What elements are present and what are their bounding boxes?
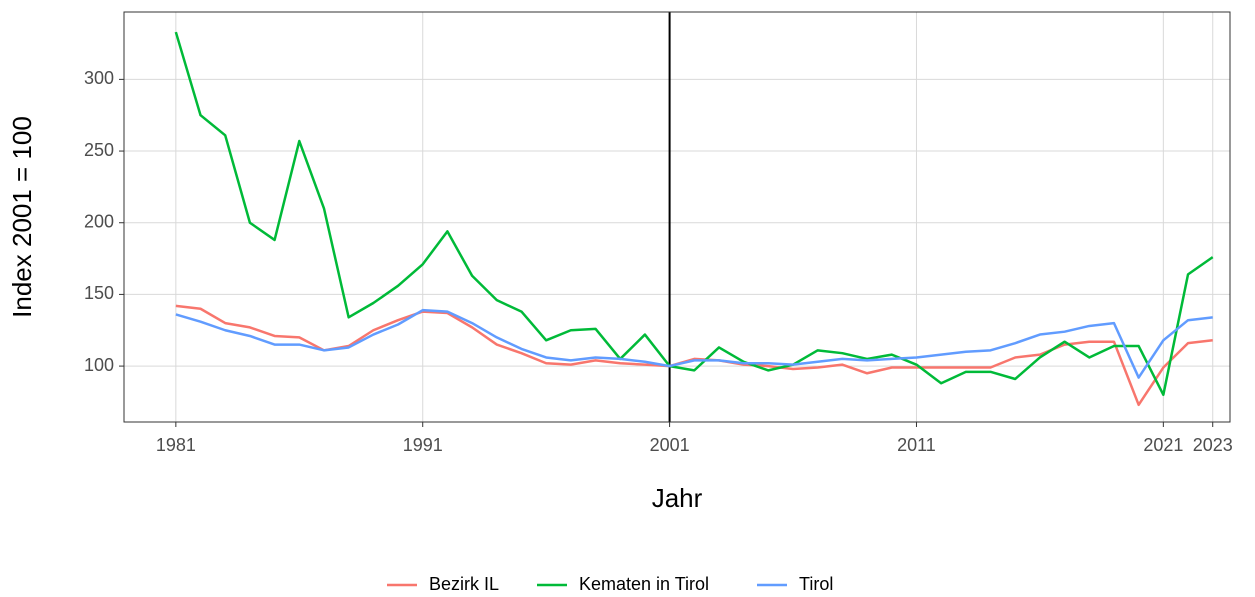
legend-label: Bezirk IL <box>429 574 499 594</box>
legend-label: Kematen in Tirol <box>579 574 709 594</box>
y-axis-title: Index 2001 = 100 <box>7 116 37 318</box>
x-tick-label: 2011 <box>897 435 936 455</box>
y-tick-label: 300 <box>84 68 114 88</box>
y-tick-label: 150 <box>84 283 114 303</box>
x-axis-title: Jahr <box>652 483 703 513</box>
x-tick-label: 1991 <box>403 435 443 455</box>
y-tick-label: 200 <box>84 211 114 231</box>
legend-label: Tirol <box>799 574 833 594</box>
x-tick-label: 1981 <box>156 435 196 455</box>
line-series <box>175 308 1213 379</box>
y-tick-label: 250 <box>84 140 114 160</box>
x-tick-label: 2001 <box>650 435 690 455</box>
y-tick-label: 100 <box>84 355 114 375</box>
line-series <box>175 304 1213 407</box>
line-series <box>174 31 1214 397</box>
x-tick-label: 2021 <box>1143 435 1183 455</box>
plot-border <box>123 11 1231 423</box>
x-tick-label: 2023 <box>1193 435 1233 455</box>
